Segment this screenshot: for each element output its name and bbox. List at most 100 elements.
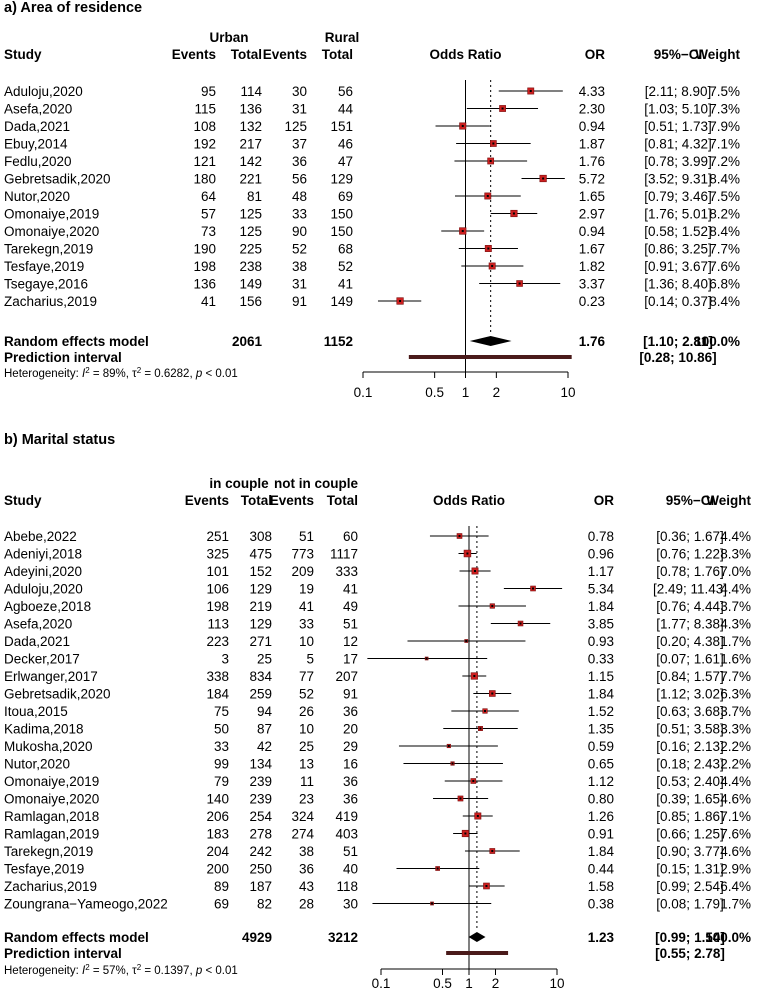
events-2-value: 10	[299, 722, 314, 737]
weight-value: 7.7%	[709, 242, 740, 257]
events-2-value: 38	[299, 844, 314, 859]
study-label: Tesfaye,2019	[4, 862, 84, 877]
total-2-value: 68	[338, 242, 353, 257]
events-2-value: 36	[299, 862, 314, 877]
total-1-value: 94	[257, 704, 273, 719]
total-1-value: 239	[249, 792, 272, 807]
heterogeneity-part: τ	[132, 965, 137, 977]
total-2-value: 207	[335, 669, 358, 684]
study-label: Tarekegn,2019	[4, 242, 93, 257]
heterogeneity-part: 2	[85, 963, 90, 972]
study-label: Asefa,2020	[4, 102, 72, 117]
point-estimate	[491, 850, 494, 852]
panel-title: a) Area of residence	[4, 0, 142, 16]
total-1-value: 834	[249, 669, 272, 684]
ci-value: [2.49; 11.43]	[653, 582, 727, 597]
or-value: 0.38	[588, 897, 614, 912]
study-label: Nutor,2020	[4, 757, 70, 772]
events-2-value: 48	[292, 189, 307, 204]
ci-value: [0.20; 4.38]	[656, 634, 724, 649]
point-estimate	[486, 195, 489, 197]
total-2-value: 150	[330, 207, 353, 222]
study-label: Omonaiye,2020	[4, 224, 99, 239]
study-label: Fedlu,2020	[4, 154, 72, 169]
or-value: 3.85	[588, 617, 614, 632]
or-value: 0.91	[588, 827, 614, 842]
x-axis-tick-label: 2	[492, 976, 500, 991]
total-1-value: 132	[239, 119, 262, 134]
events-1-value: 3	[221, 652, 229, 667]
summary-diamond	[469, 336, 512, 346]
point-estimate	[492, 142, 495, 145]
total-1-value: 238	[239, 259, 262, 274]
point-estimate	[461, 230, 464, 232]
events-1-value: 183	[206, 827, 229, 842]
summary-total-2: 1152	[324, 334, 353, 349]
ci-value: [0.78; 1.76]	[656, 564, 724, 579]
total-2-value: 36	[343, 704, 358, 719]
or-value: 3.37	[579, 277, 605, 292]
or-value: 1.82	[579, 259, 605, 274]
total-2-value: 69	[338, 189, 353, 204]
or-value: 0.44	[588, 862, 615, 877]
ci-value: [0.18; 2.43]	[656, 757, 724, 772]
total-2-value: 91	[343, 687, 358, 702]
point-estimate	[451, 762, 454, 765]
study-label: Dada,2021	[4, 119, 70, 134]
prediction-label: Prediction interval	[4, 350, 122, 365]
weight-value: 1.7%	[720, 897, 751, 912]
total-1-value: 239	[249, 774, 272, 789]
prediction-ci: [0.55; 2.78]	[655, 946, 725, 961]
events-1-value: 338	[206, 669, 229, 684]
or-value: 1.87	[579, 137, 605, 152]
total-1-value: 149	[239, 277, 262, 292]
weight-value: 3.7%	[720, 704, 751, 719]
events-2-value: 43	[299, 879, 314, 894]
total-2-value: 41	[343, 582, 358, 597]
point-estimate	[512, 212, 515, 215]
total-1-value: 129	[249, 582, 272, 597]
x-axis-tick-label: 1	[465, 976, 473, 991]
ci-value: [0.76; 4.44]	[656, 599, 724, 614]
or-value: 1.17	[588, 564, 614, 579]
total-2-value: 36	[343, 774, 358, 789]
weight-value: 8.4%	[709, 224, 740, 239]
total-1-value: 125	[239, 224, 262, 239]
summary-diamond	[468, 932, 486, 942]
events-2-value: 773	[291, 547, 314, 562]
events-1-value: 101	[206, 564, 229, 579]
total-1-value: 152	[249, 564, 272, 579]
or-value: 0.80	[588, 792, 614, 807]
point-estimate	[461, 125, 464, 127]
events-2-value: 25	[299, 739, 314, 754]
weight-value: 4.6%	[720, 792, 751, 807]
events-2-value: 41	[299, 599, 314, 614]
point-estimate	[473, 675, 476, 677]
or-value: 0.23	[579, 294, 605, 309]
weight-value: 2.2%	[720, 739, 751, 754]
total-1-value: 114	[240, 84, 262, 99]
total-2-value: 403	[335, 827, 358, 842]
header-weight: Weight	[695, 47, 740, 62]
or-value: 0.96	[588, 547, 614, 562]
or-value: 0.59	[588, 739, 614, 754]
events-2-value: 51	[299, 529, 314, 544]
ci-value: [0.90; 3.77]	[656, 844, 724, 859]
weight-value: 8.3%	[720, 547, 751, 562]
ci-value: [0.53; 2.40]	[656, 774, 724, 789]
heterogeneity-part: p	[195, 965, 203, 977]
events-1-value: 79	[214, 774, 229, 789]
total-2-value: 41	[338, 277, 353, 292]
events-1-value: 64	[201, 189, 217, 204]
total-2-value: 118	[336, 879, 358, 894]
total-1-value: 225	[239, 242, 262, 257]
study-label: Zacharius,2019	[4, 294, 97, 309]
point-estimate	[472, 780, 475, 782]
header-odds-ratio: Odds Ratio	[433, 493, 505, 508]
point-estimate	[459, 797, 462, 800]
events-2-value: 33	[299, 617, 314, 632]
heterogeneity-part: = 0.1397,	[141, 965, 196, 977]
ci-value: [1.77; 8.38]	[656, 617, 724, 632]
summary-weight: 100.0%	[694, 334, 740, 349]
weight-value: 2.2%	[720, 757, 751, 772]
